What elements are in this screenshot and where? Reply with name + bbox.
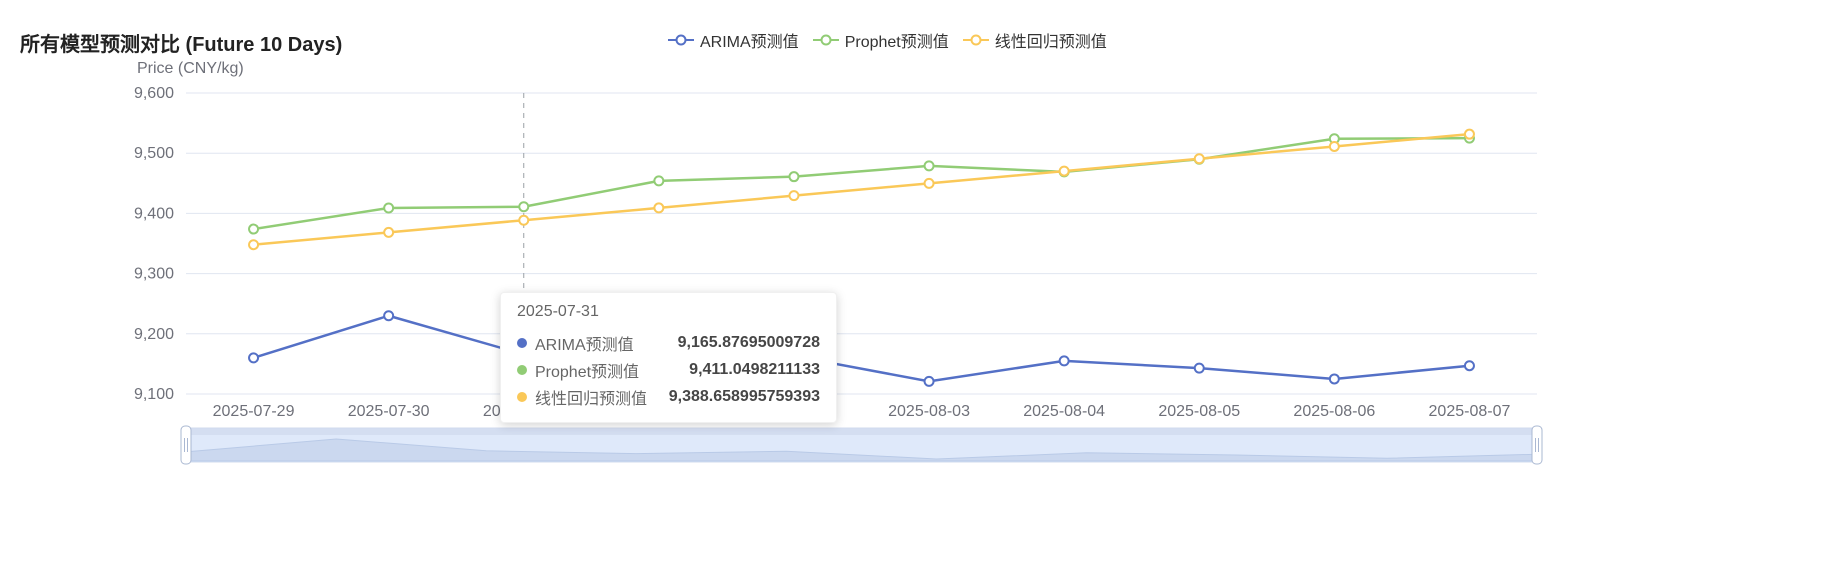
data-point[interactable] xyxy=(1463,360,1475,372)
x-axis-tick-label: 2025-08-05 xyxy=(1158,403,1240,420)
x-axis-tick-label: 2025-08-04 xyxy=(1023,403,1105,420)
data-point[interactable] xyxy=(383,226,395,238)
data-point[interactable] xyxy=(1328,140,1340,152)
data-point[interactable] xyxy=(923,177,935,189)
data-point[interactable] xyxy=(923,375,935,387)
tooltip-row: ARIMA预测值 9,165.87695009728 xyxy=(517,329,820,356)
x-axis-tick-label: 2025-07-30 xyxy=(348,403,430,420)
tooltip-row: 线性回归预测值 9,388.658995759393 xyxy=(517,383,820,410)
legend-item-arima[interactable]: ARIMA预测值 xyxy=(668,28,799,52)
data-point[interactable] xyxy=(1193,362,1205,374)
datazoom-handle-left[interactable] xyxy=(180,425,192,465)
x-axis-tick-label: 2025-08-07 xyxy=(1429,403,1511,420)
tooltip-series-label: 线性回归预测值 xyxy=(535,390,648,408)
series-dot-icon xyxy=(517,364,527,375)
data-point[interactable] xyxy=(383,202,395,214)
line-circle-icon xyxy=(668,34,694,46)
tooltip: 2025-07-31 ARIMA预测值 9,165.87695009728 Pr… xyxy=(500,292,837,423)
tooltip-series-value: 9,411.0498211133 xyxy=(689,360,820,378)
datazoom-handle-right[interactable] xyxy=(1531,425,1543,465)
data-point[interactable] xyxy=(1058,165,1070,177)
chart-title: 所有模型预测对比 (Future 10 Days) xyxy=(20,34,343,56)
series-line-2 xyxy=(252,132,1471,246)
y-axis-tick-label: 9,400 xyxy=(134,205,174,222)
legend: ARIMA预测值 Prophet预测值 线性回归预测值 xyxy=(668,28,1107,52)
data-point[interactable] xyxy=(653,175,665,187)
x-axis-tick-label: 2025-08-06 xyxy=(1293,403,1375,420)
data-point[interactable] xyxy=(1058,355,1070,367)
line-circle-icon xyxy=(812,34,839,46)
tooltip-row: Prophet预测值 9,411.0498211133 xyxy=(517,356,820,383)
y-axis-tick-label: 9,300 xyxy=(134,266,174,283)
data-point[interactable] xyxy=(383,310,395,322)
data-point[interactable] xyxy=(788,171,800,183)
x-axis-tick-label: 2025-07-29 xyxy=(213,403,295,420)
data-point[interactable] xyxy=(1193,153,1205,165)
line-circle-icon xyxy=(962,34,989,46)
series-line-0 xyxy=(252,314,1471,383)
tooltip-series-label: ARIMA预测值 xyxy=(535,336,634,354)
y-axis-tick-label: 9,200 xyxy=(134,326,174,343)
y-axis-name: Price (CNY/kg) xyxy=(137,60,244,77)
y-axis-tick-label: 9,600 xyxy=(134,85,174,102)
series-line-1 xyxy=(252,136,1471,231)
data-point[interactable] xyxy=(788,190,800,202)
data-point[interactable] xyxy=(1463,128,1475,140)
y-axis-tick-label: 9,500 xyxy=(134,145,174,162)
data-point[interactable] xyxy=(248,223,260,235)
legend-item-linear-regression[interactable]: 线性回归预测值 xyxy=(962,28,1107,52)
tooltip-date: 2025-07-31 xyxy=(517,303,599,320)
data-point[interactable] xyxy=(923,160,935,172)
tooltip-series-label: Prophet预测值 xyxy=(535,363,640,381)
data-point[interactable] xyxy=(248,239,260,251)
legend-item-prophet[interactable]: Prophet预测值 xyxy=(812,28,949,52)
legend-label: Prophet预测值 xyxy=(844,34,949,51)
x-axis-tick-label: 2025-08-03 xyxy=(888,403,970,420)
series-dot-icon xyxy=(517,391,527,402)
y-axis-tick-label: 9,100 xyxy=(134,386,174,403)
legend-label: ARIMA预测值 xyxy=(700,34,799,51)
data-point[interactable] xyxy=(248,352,260,364)
tooltip-series-value: 9,165.87695009728 xyxy=(677,333,820,351)
datazoom-move-handle[interactable] xyxy=(186,428,1537,435)
legend-label: 线性回归预测值 xyxy=(994,34,1107,51)
series-dot-icon xyxy=(517,337,527,348)
data-point[interactable] xyxy=(1328,373,1340,385)
data-point[interactable] xyxy=(653,202,665,214)
data-point[interactable] xyxy=(518,201,530,213)
data-point[interactable] xyxy=(518,214,530,226)
tooltip-series-value: 9,388.658995759393 xyxy=(668,387,820,405)
